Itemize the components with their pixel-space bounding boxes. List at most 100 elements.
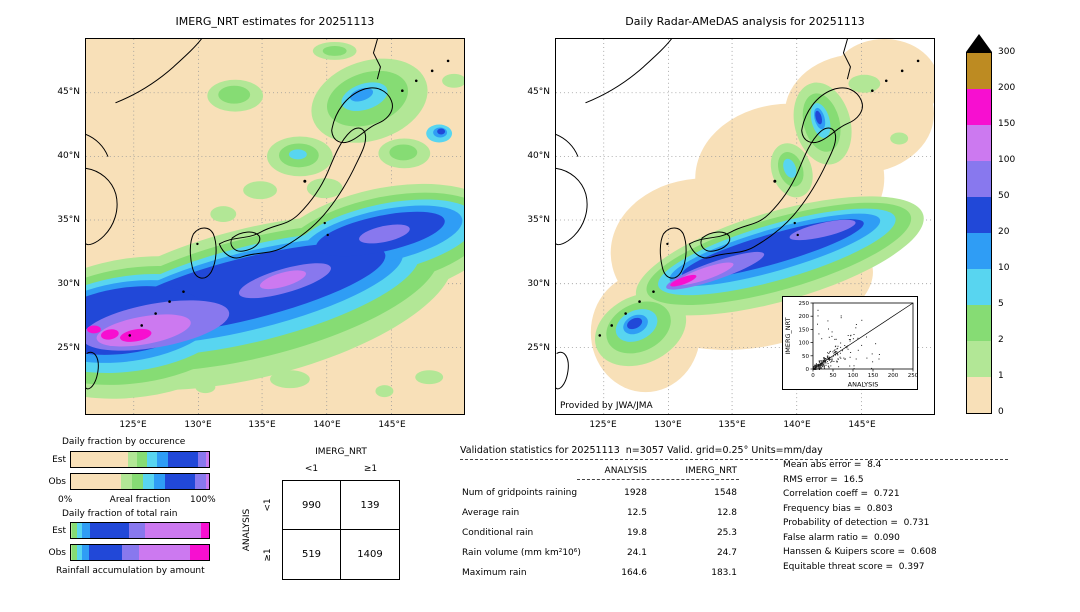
lon-label: 145°E bbox=[848, 420, 876, 430]
fraction-segment bbox=[200, 523, 209, 538]
lon-label: 140°E bbox=[313, 420, 341, 430]
lon-label: 130°E bbox=[184, 420, 212, 430]
metric-value: 0.803 bbox=[866, 504, 893, 514]
lon-label: 125°E bbox=[119, 420, 147, 430]
metric-line: RMS error = 16.5 bbox=[783, 475, 864, 485]
fraction-segment bbox=[82, 545, 89, 560]
inset-x-tick: 0 bbox=[811, 373, 815, 379]
areal-fraction-label: Areal fraction bbox=[109, 495, 171, 505]
lat-label: 35°N bbox=[57, 215, 80, 225]
inset-scatter-canvas: 0 50 100 150 200 250 0 50 100 150 200 25… bbox=[784, 301, 919, 389]
fraction-segment bbox=[156, 452, 168, 467]
bar-occ-obs bbox=[70, 473, 210, 490]
inset-y-tick: 250 bbox=[799, 301, 810, 307]
pct100-label: 100% bbox=[190, 495, 216, 505]
metric-label: False alarm ratio bbox=[783, 533, 858, 543]
occurrence-title: Daily fraction by occurence bbox=[62, 437, 186, 447]
est-label: Est bbox=[52, 455, 66, 465]
stats-col-imerg: IMERG_NRT bbox=[685, 466, 737, 476]
fraction-segment bbox=[127, 452, 138, 467]
stats-row-label: Rain volume (mm km²10⁶) bbox=[462, 548, 581, 558]
radar-map-canvas bbox=[556, 39, 934, 414]
contingency-col-label: ≥1 bbox=[363, 464, 378, 474]
lon-label: 145°E bbox=[378, 420, 406, 430]
stats-value-imerg: 24.7 bbox=[716, 548, 737, 558]
colorbar-segment bbox=[967, 53, 991, 89]
stats-title: Validation statistics for 20251113 n=305… bbox=[460, 445, 823, 456]
stats-value-analysis: 24.1 bbox=[626, 548, 647, 558]
metric-label: Hanssen & Kuipers score bbox=[783, 547, 895, 557]
lat-label: 25°N bbox=[57, 343, 80, 353]
stats-header-divider bbox=[577, 479, 739, 480]
colorbar-tick-label: 10 bbox=[998, 263, 1010, 273]
colorbar-tick-label: 100 bbox=[998, 155, 1016, 165]
stats-value-analysis: 19.8 bbox=[626, 528, 647, 538]
inset-x-tick: 200 bbox=[888, 373, 899, 379]
obs-label: Obs bbox=[48, 477, 67, 487]
fraction-segment bbox=[206, 452, 209, 467]
stats-title-divider bbox=[460, 459, 1008, 460]
stats-row-label: Num of gridpoints raining bbox=[462, 488, 578, 498]
left-map-title: IMERG_NRT estimates for 20251113 bbox=[175, 15, 375, 28]
stats-value-imerg: 25.3 bbox=[716, 528, 737, 538]
lon-label: 140°E bbox=[783, 420, 811, 430]
lon-label: 135°E bbox=[718, 420, 746, 430]
colorbar-tick-label: 150 bbox=[998, 119, 1016, 129]
fraction-segment bbox=[137, 452, 147, 467]
lon-label: 135°E bbox=[248, 420, 276, 430]
inset-scatter: 0 50 100 150 200 250 0 50 100 150 200 25… bbox=[782, 296, 919, 390]
fraction-segment bbox=[82, 523, 91, 538]
lat-label: 25°N bbox=[527, 343, 550, 353]
metric-label: Correlation coeff bbox=[783, 489, 858, 499]
colorbar-tick-label: 2 bbox=[998, 335, 1004, 345]
stats-col-analysis: ANALYSIS bbox=[604, 466, 647, 476]
radar-amedas-map bbox=[555, 38, 935, 415]
colorbar-segment bbox=[967, 125, 991, 161]
lat-label: 40°N bbox=[57, 151, 80, 161]
metric-value: 16.5 bbox=[843, 475, 864, 485]
metric-label: RMS error bbox=[783, 475, 828, 485]
colorbar-segment bbox=[967, 233, 991, 269]
fraction-segment bbox=[120, 474, 132, 489]
contingency-row-label: <1 bbox=[263, 498, 273, 512]
contingency-col-header: IMERG_NRT bbox=[315, 447, 367, 457]
lat-label: 45°N bbox=[527, 87, 550, 97]
colorbar: 300 200 150 100 50 20 10 5 2 1 0 bbox=[966, 34, 1036, 434]
colorbar-segment bbox=[967, 161, 991, 197]
colorbar-segment bbox=[967, 377, 991, 413]
colorbar-tick-label: 5 bbox=[998, 299, 1004, 309]
contingency-row-header: ANALYSIS bbox=[242, 508, 252, 552]
fraction-segment bbox=[167, 452, 198, 467]
fraction-segment bbox=[71, 523, 73, 538]
imerg-map bbox=[85, 38, 465, 415]
inset-y-tick: 150 bbox=[799, 327, 810, 333]
fraction-segment bbox=[72, 523, 77, 538]
total-rain-title: Daily fraction of total rain bbox=[62, 509, 178, 519]
inset-y-tick: 200 bbox=[799, 314, 810, 320]
metric-value: 8.4 bbox=[867, 460, 882, 470]
fraction-segment bbox=[142, 474, 154, 489]
metric-line: Probability of detection = 0.731 bbox=[783, 518, 930, 528]
metric-line: Correlation coeff = 0.721 bbox=[783, 489, 900, 499]
colorbar-segment bbox=[967, 305, 991, 341]
stats-row-label: Conditional rain bbox=[462, 528, 534, 538]
contingency-col-label: <1 bbox=[304, 464, 319, 474]
credit-text: Provided by JWA/JMA bbox=[560, 401, 653, 411]
inset-points bbox=[813, 309, 880, 370]
metric-line: Equitable threat score = 0.397 bbox=[783, 562, 925, 572]
imerg-map-canvas bbox=[86, 39, 464, 414]
colorbar-segment bbox=[967, 197, 991, 233]
contingency-cell: 139 bbox=[341, 481, 399, 530]
colorbar-tick-label: 1 bbox=[998, 371, 1004, 381]
fraction-segment bbox=[138, 545, 190, 560]
pct0-label: 0% bbox=[58, 495, 73, 505]
inset-y-axis-label: IMERG_NRT bbox=[784, 317, 792, 354]
fraction-segment bbox=[189, 545, 209, 560]
metric-line: False alarm ratio = 0.090 bbox=[783, 533, 900, 543]
colorbar-tick-label: 50 bbox=[998, 191, 1010, 201]
metric-label: Equitable threat score bbox=[783, 562, 883, 572]
bar-tot-est bbox=[70, 522, 210, 539]
contingency-cell: 519 bbox=[283, 530, 341, 579]
metric-label: Frequency bias bbox=[783, 504, 851, 514]
fraction-segment bbox=[128, 523, 146, 538]
